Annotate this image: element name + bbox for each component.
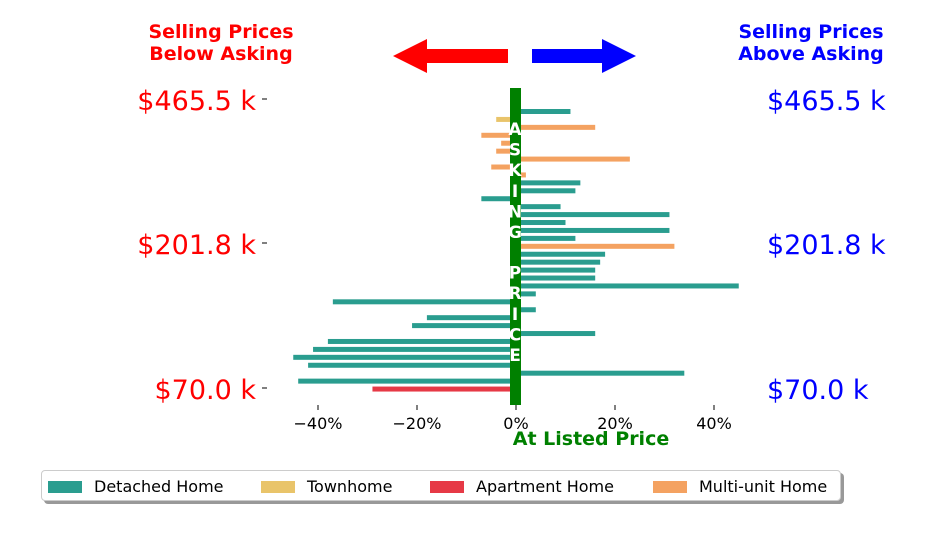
bar-detached [298, 378, 516, 384]
bar-townhome [496, 116, 516, 122]
bar-apartment [372, 386, 516, 392]
legend: Detached Home Townhome Apartment Home Mu… [41, 470, 841, 501]
legend-label-apartment: Apartment Home [476, 477, 614, 496]
bar-detached [516, 275, 596, 281]
asking-price-letter: S [509, 141, 521, 161]
bar-detached [516, 235, 576, 241]
asking-price-letter: C [509, 325, 521, 345]
y-tick-label-left-top: $465.5 k [137, 86, 256, 117]
legend-item-apartment: Apartment Home [430, 477, 614, 496]
y-tick-label-left-bottom: $70.0 k [154, 375, 256, 406]
legend-swatch-multi-unit [653, 480, 687, 493]
bar-detached [516, 212, 670, 218]
bars-group [293, 109, 739, 392]
bar-multi_unit [516, 156, 630, 162]
bar-detached [426, 315, 516, 321]
below-asking-title-line2: Below Asking [149, 43, 292, 65]
right-arrow-icon [532, 39, 636, 73]
bar-detached [516, 267, 596, 273]
x-tick-label: −40% [294, 414, 343, 433]
bar-detached [516, 220, 566, 226]
left-arrow-icon [393, 39, 508, 73]
bar-detached [481, 196, 516, 202]
bar-detached [516, 283, 739, 289]
asking-price-letter: A [508, 120, 522, 140]
asking-price-letter: G [508, 223, 522, 243]
above-asking-title-line1: Selling Prices [738, 21, 883, 43]
bar-multi_unit [491, 164, 516, 170]
bar-detached [308, 362, 516, 368]
legend-item-detached: Detached Home [48, 477, 224, 496]
asking-price-letter: P [509, 264, 521, 284]
bar-detached [516, 251, 606, 257]
y-tick-label-left-mid: $201.8 k [137, 230, 256, 261]
legend-swatch-townhome [261, 480, 295, 493]
asking-price-letter: I [512, 182, 518, 202]
asking-price-letter: N [508, 202, 522, 222]
y-tick-label-right-top: $465.5 k [767, 86, 886, 117]
x-axis: −40% −20% 0% 20% 40% [294, 405, 732, 433]
legend-label-multi-unit: Multi-unit Home [699, 477, 828, 496]
x-tick-label: 20% [597, 414, 633, 433]
bar-multi_unit [516, 124, 596, 130]
asking-price-band [510, 88, 521, 405]
asking-price-letter: R [508, 284, 521, 304]
bar-detached [516, 331, 596, 337]
bar-multi_unit [496, 148, 516, 154]
asking-price-letter: I [512, 305, 518, 325]
bar-multi_unit [516, 243, 675, 249]
x-tick-label: −20% [393, 414, 442, 433]
x-tick-label: 0% [503, 414, 528, 433]
y-tick-label-right-mid: $201.8 k [767, 230, 886, 261]
bar-detached [516, 259, 601, 265]
bar-detached [332, 299, 516, 305]
bar-detached [516, 370, 685, 376]
bar-detached [516, 307, 536, 313]
bar-detached [327, 338, 516, 344]
asking-price-letter: K [508, 161, 522, 181]
legend-item-townhome: Townhome [261, 477, 392, 496]
bar-detached [516, 188, 576, 194]
bar-detached [516, 291, 536, 297]
bar-detached [516, 109, 571, 114]
asking-price-letter: E [509, 346, 521, 366]
bar-detached [516, 180, 581, 186]
x-tick-label: 40% [696, 414, 732, 433]
bar-detached [516, 227, 670, 233]
legend-swatch-detached [48, 480, 82, 493]
bar-detached [313, 346, 516, 352]
above-asking-title-line2: Above Asking [738, 43, 884, 65]
below-asking-title-line1: Selling Prices [148, 21, 293, 43]
legend-swatch-apartment [430, 480, 464, 493]
bar-detached [293, 354, 516, 360]
legend-label-detached: Detached Home [94, 477, 224, 496]
bar-detached [412, 323, 516, 329]
bar-multi_unit [481, 132, 516, 138]
bar-multi_unit [501, 140, 516, 146]
legend-item-multi-unit: Multi-unit Home [653, 477, 827, 496]
x-axis-label: At Listed Price [513, 428, 669, 450]
bar-detached [516, 204, 561, 210]
legend-label-townhome: Townhome [307, 477, 393, 496]
y-tick-label-right-bottom: $70.0 k [767, 375, 869, 406]
